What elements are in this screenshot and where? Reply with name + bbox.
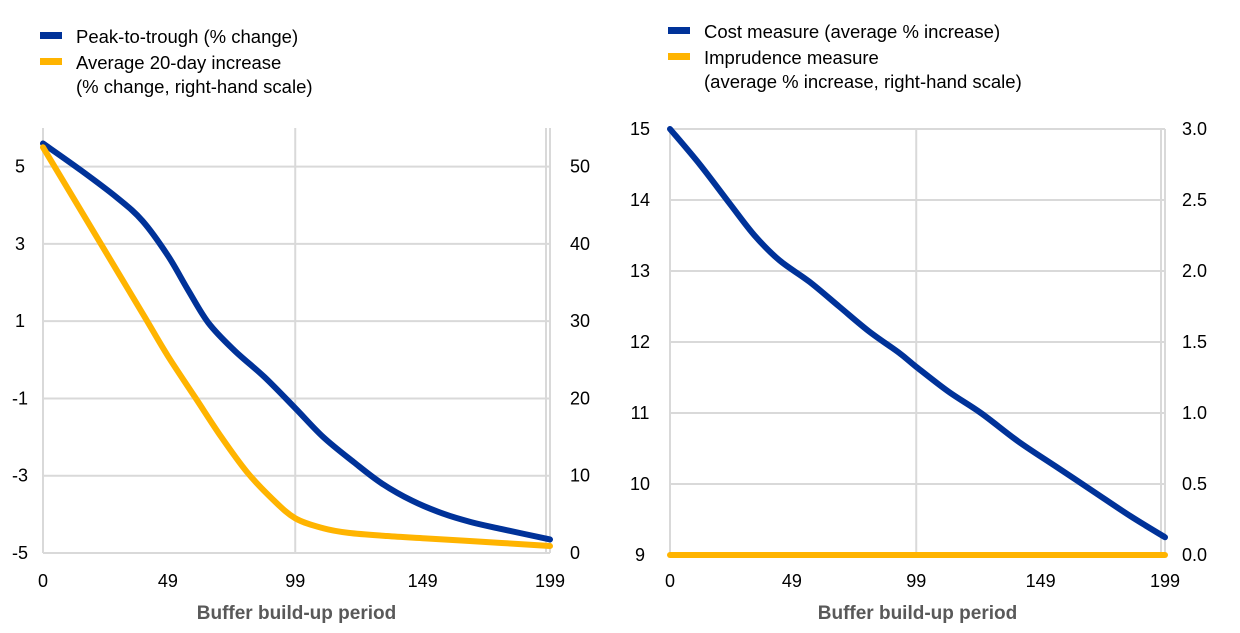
x-tick-label: 0 — [665, 571, 675, 591]
left-chart-panel: 5 3 1 -1 -3 -5 50 40 30 20 10 0 0 49 99 149 199 Buffer bu… — [12, 26, 590, 624]
y-tick-label-left: 11 — [631, 403, 650, 423]
peak-to-trough-line — [40, 140, 553, 543]
y-tick-label-right: 1.0 — [1182, 403, 1207, 423]
legend-label-line: (% change, right-hand scale) — [76, 76, 313, 97]
x-axis-label: Buffer build-up period — [197, 603, 396, 624]
y-tick-label-right: 2.5 — [1182, 190, 1207, 210]
y-tick-label-left: 15 — [630, 119, 650, 139]
y-tick-label-left: 1 — [15, 311, 25, 331]
y-tick-label-right: 20 — [570, 388, 590, 408]
y-tick-label-right: 40 — [570, 234, 590, 254]
y-tick-label-left: 13 — [630, 261, 650, 281]
x-tick-label: 199 — [535, 571, 565, 591]
y-tick-label-right: 1.5 — [1182, 332, 1207, 352]
y-tick-label-left: 5 — [15, 157, 25, 177]
y-tick-label-right: 0.0 — [1182, 545, 1207, 565]
legend-label: Cost measure (average % increase) — [704, 21, 1000, 42]
y-tick-label-right: 10 — [570, 466, 590, 486]
y-tick-label-left: -3 — [12, 466, 28, 486]
legend-swatch — [668, 27, 690, 34]
y-tick-label-right: 30 — [570, 311, 590, 331]
y-tick-label-left: 9 — [635, 545, 645, 565]
x-tick-label: 49 — [782, 571, 802, 591]
x-tick-label: 149 — [408, 571, 438, 591]
legend-swatch — [40, 32, 62, 39]
y-tick-label-right: 50 — [570, 157, 590, 177]
legend-label: Average 20-day increase (% change, right-… — [76, 52, 313, 97]
x-tick-label: 0 — [38, 571, 48, 591]
y-tick-label-left: -1 — [12, 388, 28, 408]
x-axis-label: Buffer build-up period — [818, 603, 1017, 624]
x-tick-label: 149 — [1026, 571, 1056, 591]
y-tick-label-left: 10 — [630, 474, 650, 494]
x-tick-label: 99 — [285, 571, 305, 591]
cost-measure-line — [667, 126, 1168, 541]
legend-label-line: Average 20-day increase — [76, 52, 281, 73]
y-tick-label-right: 3.0 — [1182, 119, 1207, 139]
y-tick-label-left: -5 — [12, 543, 28, 563]
y-tick-label-left: 14 — [630, 190, 650, 210]
legend-swatch — [40, 58, 62, 65]
y-tick-label-right: 0 — [570, 543, 580, 563]
y-tick-label-right: 2.0 — [1182, 261, 1207, 281]
x-tick-label: 99 — [906, 571, 926, 591]
x-tick-label: 199 — [1150, 571, 1180, 591]
legend-label-line: (average % increase, right-hand scale) — [704, 71, 1022, 92]
right-chart-panel: 15 14 13 12 11 10 9 3.0 2.5 2.0 1.5 1.0 0.5 0.0 0 49 99 1… — [630, 21, 1207, 624]
average-20-day-increase-line — [40, 144, 553, 550]
y-tick-label-left: 12 — [630, 332, 650, 352]
legend-label: Imprudence measure (average % increase, r… — [704, 47, 1022, 92]
x-tick-label: 49 — [158, 571, 178, 591]
legend-label: Peak-to-trough (% change) — [76, 26, 298, 47]
legend-swatch — [668, 53, 690, 60]
y-tick-label-right: 0.5 — [1182, 474, 1207, 494]
legend-label-line: Imprudence measure — [704, 47, 879, 68]
y-tick-label-left: 3 — [15, 234, 25, 254]
